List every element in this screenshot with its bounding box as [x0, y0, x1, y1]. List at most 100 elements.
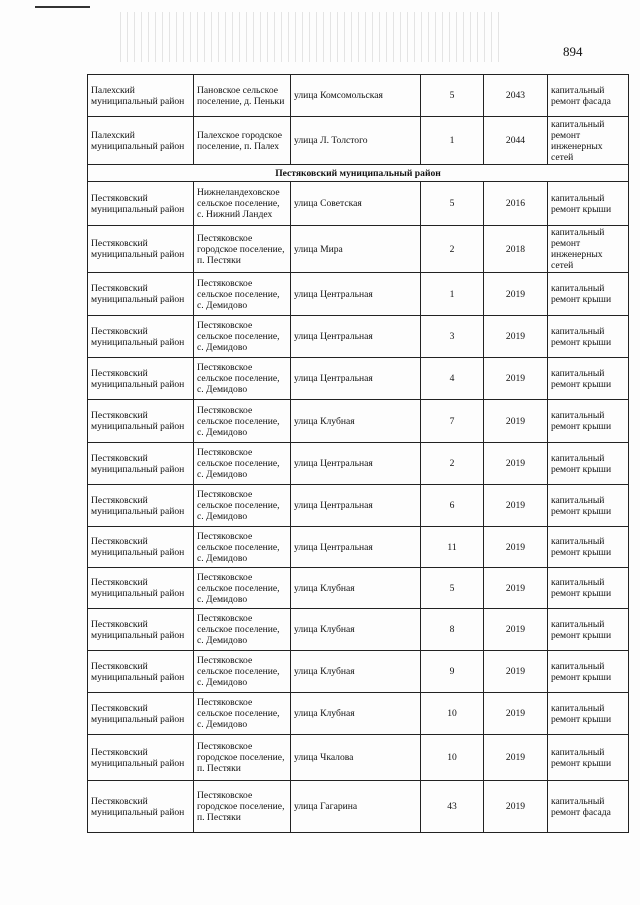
cell-house: 11	[420, 526, 484, 568]
cell-house: 6	[420, 484, 484, 527]
table-row: Пестяковский муниципальный район Пестяков…	[87, 357, 629, 400]
cell-settlement: Пестяковское городское поселение, п. Пес…	[193, 780, 291, 833]
cell-settlement: Пановское сельское поселение, д. Пеньки	[193, 74, 291, 117]
table-row: Палехский муниципальный район Палехское г…	[87, 116, 629, 165]
cell-district: Пестяковский муниципальный район	[87, 225, 194, 273]
cell-district: Пестяковский муниципальный район	[87, 650, 194, 693]
repair-schedule-table: Палехский муниципальный район Пановское с…	[87, 74, 629, 833]
cell-district: Пестяковский муниципальный район	[87, 608, 194, 651]
table-row: Пестяковский муниципальный район Нижнелан…	[87, 181, 629, 226]
cell-street: улица Комсомольская	[290, 74, 421, 117]
cell-settlement: Пестяковское сельское поселение, с. Деми…	[193, 692, 291, 735]
cell-district: Пестяковский муниципальный район	[87, 780, 194, 833]
cell-settlement: Пестяковское сельское поселение, с. Деми…	[193, 442, 291, 485]
cell-year: 2019	[483, 567, 548, 609]
cell-street: улица Центральная	[290, 442, 421, 485]
cell-settlement: Нижнеландеховское сельское поселение, с.…	[193, 181, 291, 226]
table-row: Пестяковский муниципальный район Пестяков…	[87, 442, 629, 485]
cell-work: капитальный ремонт инженерных сетей	[547, 116, 629, 165]
cell-work: капитальный ремонт крыши	[547, 608, 629, 651]
cell-work: капитальный ремонт крыши	[547, 692, 629, 735]
cell-street: улица Советская	[290, 181, 421, 226]
cell-settlement: Пестяковское сельское поселение, с. Деми…	[193, 357, 291, 400]
table-row: Пестяковский муниципальный район Пестяков…	[87, 225, 629, 273]
cell-settlement: Пестяковское городское поселение, п. Пес…	[193, 225, 291, 273]
cell-work: капитальный ремонт фасада	[547, 780, 629, 833]
cell-work: капитальный ремонт крыши	[547, 357, 629, 400]
table-row: Пестяковский муниципальный район Пестяков…	[87, 272, 629, 316]
cell-year: 2019	[483, 357, 548, 400]
cell-year: 2044	[483, 116, 548, 165]
section-title: Пестяковский муниципальный район	[87, 164, 629, 182]
cell-district: Пестяковский муниципальный район	[87, 357, 194, 400]
cell-settlement: Пестяковское сельское поселение, с. Деми…	[193, 399, 291, 443]
scan-artifact-line	[35, 6, 90, 8]
scan-noise	[120, 12, 500, 62]
cell-street: улица Центральная	[290, 272, 421, 316]
cell-work: капитальный ремонт крыши	[547, 442, 629, 485]
cell-year: 2016	[483, 181, 548, 226]
cell-district: Пестяковский муниципальный район	[87, 442, 194, 485]
cell-work: капитальный ремонт крыши	[547, 734, 629, 781]
cell-house: 1	[420, 116, 484, 165]
cell-street: улица Центральная	[290, 484, 421, 527]
section-header-row: Пестяковский муниципальный район	[87, 164, 629, 182]
cell-work: капитальный ремонт крыши	[547, 399, 629, 443]
cell-street: улица Мира	[290, 225, 421, 273]
cell-street: улица Центральная	[290, 526, 421, 568]
cell-house: 9	[420, 650, 484, 693]
table-row: Пестяковский муниципальный район Пестяков…	[87, 608, 629, 651]
cell-house: 7	[420, 399, 484, 443]
cell-street: улица Клубная	[290, 608, 421, 651]
cell-house: 10	[420, 692, 484, 735]
cell-settlement: Палехское городское поселение, п. Палех	[193, 116, 291, 165]
cell-house: 5	[420, 74, 484, 117]
cell-district: Палехский муниципальный район	[87, 74, 194, 117]
cell-street: улица Чкалова	[290, 734, 421, 781]
cell-settlement: Пестяковское сельское поселение, с. Деми…	[193, 608, 291, 651]
cell-district: Пестяковский муниципальный район	[87, 315, 194, 358]
cell-year: 2019	[483, 734, 548, 781]
cell-house: 5	[420, 181, 484, 226]
table-row: Пестяковский муниципальный район Пестяков…	[87, 526, 629, 568]
cell-house: 43	[420, 780, 484, 833]
table-row: Пестяковский муниципальный район Пестяков…	[87, 692, 629, 735]
cell-work: капитальный ремонт крыши	[547, 272, 629, 316]
cell-year: 2019	[483, 692, 548, 735]
page-number: 894	[563, 44, 583, 59]
cell-year: 2019	[483, 315, 548, 358]
cell-year: 2019	[483, 272, 548, 316]
cell-street: улица Центральная	[290, 357, 421, 400]
cell-settlement: Пестяковское городское поселение, п. Пес…	[193, 734, 291, 781]
cell-year: 2043	[483, 74, 548, 117]
cell-house: 1	[420, 272, 484, 316]
cell-street: улица Клубная	[290, 567, 421, 609]
cell-house: 2	[420, 225, 484, 273]
cell-settlement: Пестяковское сельское поселение, с. Деми…	[193, 650, 291, 693]
cell-work: капитальный ремонт фасада	[547, 74, 629, 117]
cell-settlement: Пестяковское сельское поселение, с. Деми…	[193, 526, 291, 568]
cell-district: Пестяковский муниципальный район	[87, 181, 194, 226]
table-row: Пестяковский муниципальный район Пестяков…	[87, 734, 629, 781]
cell-street: улица Клубная	[290, 692, 421, 735]
cell-work: капитальный ремонт крыши	[547, 650, 629, 693]
cell-street: улица Л. Толстого	[290, 116, 421, 165]
cell-work: капитальный ремонт инженерных сетей	[547, 225, 629, 273]
cell-work: капитальный ремонт крыши	[547, 526, 629, 568]
table-row: Пестяковский муниципальный район Пестяков…	[87, 399, 629, 443]
cell-year: 2019	[483, 484, 548, 527]
cell-district: Пестяковский муниципальный район	[87, 526, 194, 568]
cell-year: 2019	[483, 608, 548, 651]
cell-house: 5	[420, 567, 484, 609]
cell-house: 10	[420, 734, 484, 781]
cell-house: 2	[420, 442, 484, 485]
cell-work: капитальный ремонт крыши	[547, 567, 629, 609]
cell-house: 4	[420, 357, 484, 400]
table-row: Пестяковский муниципальный район Пестяков…	[87, 484, 629, 527]
cell-district: Пестяковский муниципальный район	[87, 272, 194, 316]
cell-year: 2019	[483, 442, 548, 485]
table-row: Палехский муниципальный район Пановское с…	[87, 74, 629, 117]
cell-street: улица Центральная	[290, 315, 421, 358]
cell-district: Пестяковский муниципальный район	[87, 692, 194, 735]
